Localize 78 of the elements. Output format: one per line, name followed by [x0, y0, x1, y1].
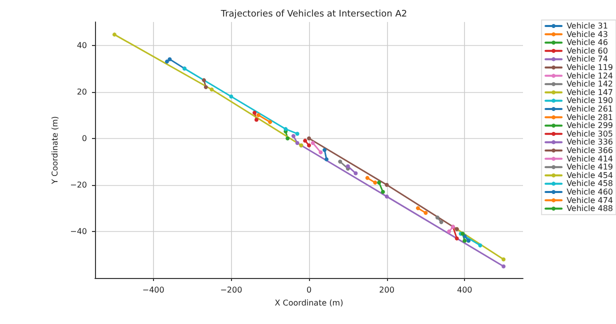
point — [112, 32, 116, 37]
point — [365, 176, 370, 180]
point — [268, 120, 272, 124]
point — [447, 229, 452, 234]
point — [254, 118, 258, 122]
point — [307, 143, 311, 148]
point — [466, 238, 471, 243]
point — [346, 164, 350, 168]
point — [324, 157, 329, 162]
point — [307, 136, 311, 140]
point — [373, 180, 378, 185]
y-tick-label: 40 — [76, 40, 87, 50]
point — [384, 182, 389, 187]
legend-label: Vehicle 142 — [566, 80, 613, 89]
legend-label: Vehicle 281 — [566, 112, 613, 122]
legend-label: Vehicle 474 — [566, 196, 613, 205]
x-tick-label: 400 — [456, 286, 472, 294]
point — [338, 160, 342, 164]
legend-label: Vehicle 419 — [566, 162, 613, 172]
legend-label: Vehicle 305 — [566, 129, 613, 138]
legend-label: Vehicle 454 — [566, 170, 613, 180]
point — [202, 78, 206, 82]
y-tick-label: −40 — [70, 226, 87, 236]
point — [210, 87, 214, 92]
point — [380, 190, 385, 194]
y-axis-title: Y Coordinate (m) — [50, 116, 60, 185]
legend-label: Vehicle 124 — [566, 71, 613, 80]
legend-label: Vehicle 60 — [566, 46, 608, 56]
point — [310, 141, 315, 146]
point — [439, 220, 444, 224]
point — [462, 238, 467, 243]
x-axis-title: X Coordinate (m) — [274, 298, 344, 308]
legend-label: Vehicle 414 — [566, 154, 613, 164]
legend-label: Vehicle 46 — [566, 38, 608, 48]
y-tick-label: 20 — [76, 87, 87, 96]
point — [291, 134, 296, 138]
legend-label: Vehicle 261 — [566, 104, 613, 114]
point — [478, 243, 482, 248]
point — [252, 110, 257, 115]
point — [502, 264, 506, 268]
point — [377, 180, 382, 185]
point — [303, 138, 308, 143]
point — [424, 210, 428, 215]
legend-label: Vehicle 74 — [566, 54, 608, 64]
x-tick-label: −400 — [142, 286, 164, 294]
point — [168, 57, 172, 62]
point — [435, 215, 440, 220]
point — [164, 60, 169, 64]
legend-label: Vehicle 336 — [566, 138, 613, 147]
legend-label: Vehicle 488 — [566, 204, 613, 214]
point — [295, 132, 300, 136]
point — [416, 206, 420, 210]
legend-label: Vehicle 366 — [566, 146, 613, 155]
legend-label: Vehicle 147 — [566, 88, 613, 97]
point — [204, 85, 208, 90]
point — [256, 113, 260, 118]
x-tick-label: 0 — [306, 286, 312, 294]
point — [318, 150, 323, 154]
point — [354, 171, 358, 176]
legend-label: Vehicle 190 — [566, 96, 613, 106]
point — [384, 194, 389, 199]
point — [454, 236, 459, 240]
x-tick-label: −200 — [220, 286, 242, 294]
point — [286, 136, 290, 140]
legend-label: Vehicle 458 — [566, 179, 613, 188]
legend-label: Vehicle 31 — [566, 22, 608, 30]
point — [229, 94, 234, 98]
legend-label: Vehicle 299 — [566, 121, 613, 130]
y-tick-label: 0 — [82, 134, 87, 143]
legend-label: Vehicle 119 — [566, 63, 613, 72]
legend-label: Vehicle 460 — [566, 188, 613, 196]
point — [502, 257, 506, 262]
x-tick-label: 200 — [379, 286, 394, 294]
point — [322, 148, 327, 152]
point — [295, 141, 300, 146]
y-tick-label: −20 — [70, 180, 87, 190]
chart-title: Trajectories of Vehicles at Intersection A2 — [220, 10, 408, 20]
legend-label: Vehicle 43 — [566, 30, 608, 39]
